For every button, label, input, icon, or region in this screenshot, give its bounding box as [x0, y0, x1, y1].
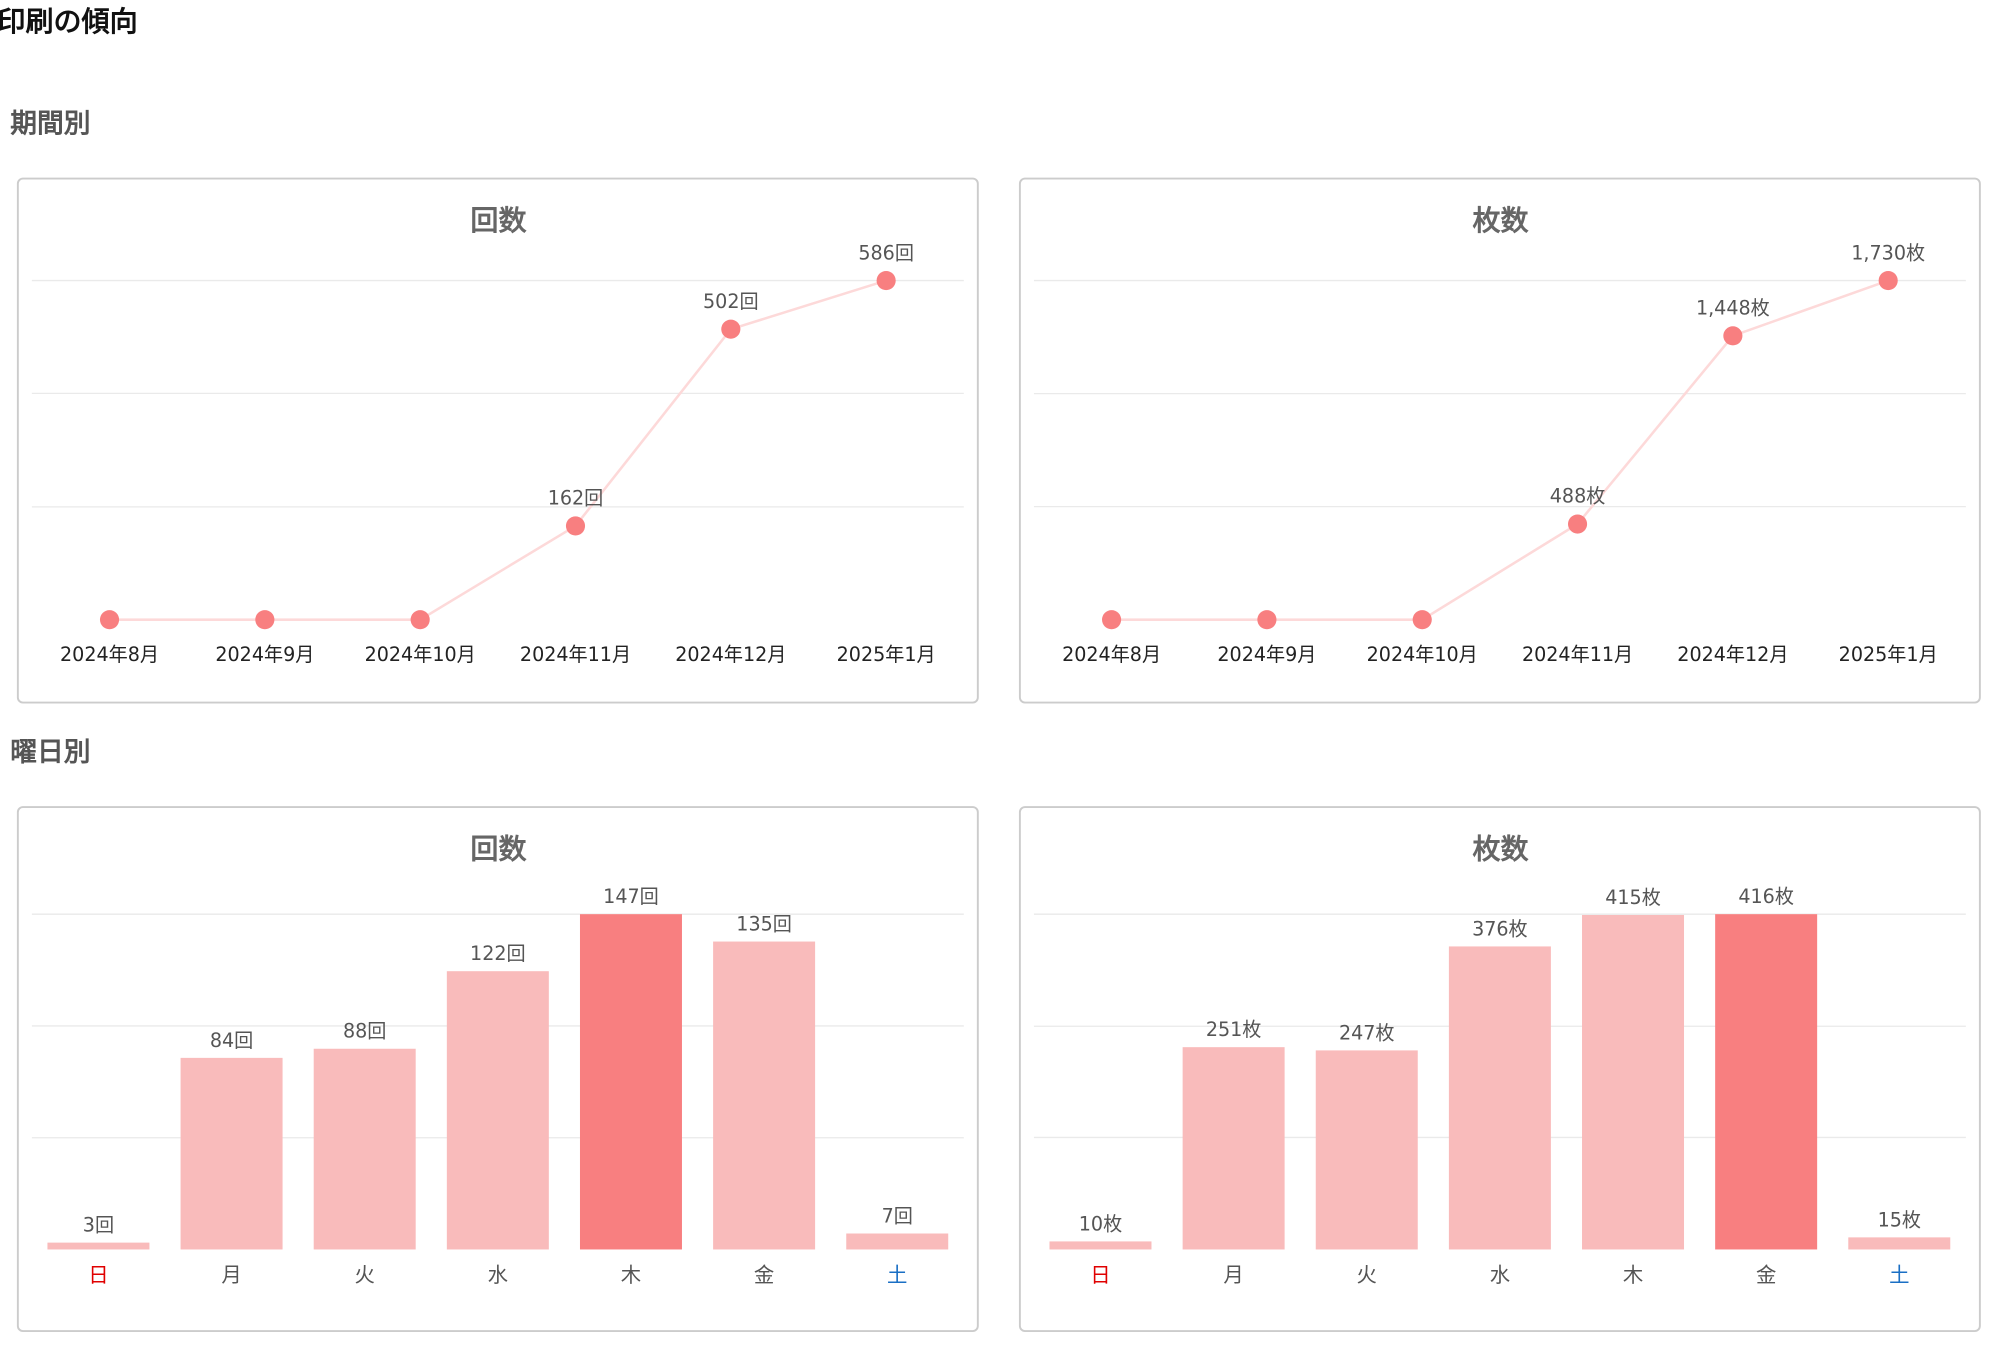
value-label: 251枚 — [1206, 1018, 1262, 1041]
point — [1878, 271, 1898, 291]
section-title: 期間別 — [10, 109, 90, 140]
chart-title: 枚数 — [1472, 204, 1529, 237]
point — [721, 319, 741, 339]
value-label: 586回 — [858, 241, 914, 264]
x-tick-label: 火 — [1357, 1263, 1377, 1287]
point — [1102, 610, 1122, 630]
value-label: 15枚 — [1878, 1208, 1921, 1231]
x-tick-label: 2024年9月 — [215, 643, 314, 666]
x-tick-label: 水 — [488, 1263, 508, 1287]
value-label: 502回 — [703, 290, 759, 313]
bar — [446, 971, 549, 1250]
chart-title: 枚数 — [1472, 832, 1529, 865]
value-label: 84回 — [210, 1029, 253, 1052]
bar — [579, 914, 682, 1250]
point — [1257, 610, 1277, 630]
point — [1567, 514, 1588, 534]
line — [1111, 279, 1889, 621]
x-tick-label: 2024年9月 — [1217, 643, 1316, 666]
point — [255, 610, 275, 630]
point — [99, 610, 120, 630]
x-tick-label: 金 — [1756, 1263, 1776, 1287]
value-label: 416枚 — [1738, 885, 1794, 908]
x-tick-label: 2025年1月 — [837, 643, 936, 666]
x-tick-label: 2024年10月 — [1367, 643, 1478, 666]
point — [565, 516, 586, 536]
chart-panel — [16, 177, 979, 704]
bar — [1848, 1237, 1951, 1250]
chart-title: 回数 — [470, 832, 527, 865]
x-tick-label: 2024年11月 — [1522, 643, 1633, 666]
point — [410, 610, 430, 630]
value-label: 376枚 — [1472, 917, 1528, 940]
x-tick-label: 日 — [1090, 1263, 1110, 1287]
bar — [47, 1242, 150, 1250]
value-label: 88回 — [343, 1020, 386, 1043]
value-label: 135回 — [736, 912, 792, 935]
x-tick-label: 土 — [1889, 1263, 1909, 1287]
bar — [313, 1048, 416, 1250]
x-tick-label: 木 — [621, 1263, 641, 1287]
x-tick-label: 火 — [355, 1263, 375, 1287]
section-title: 曜日別 — [10, 737, 90, 768]
value-label: 3回 — [83, 1214, 114, 1237]
x-tick-label: 2024年12月 — [675, 643, 786, 666]
point — [1723, 326, 1743, 346]
x-tick-label: 日 — [88, 1263, 108, 1287]
value-label: 147回 — [603, 885, 659, 908]
x-tick-label: 月 — [221, 1263, 241, 1287]
bar — [1049, 1241, 1152, 1250]
point — [876, 271, 896, 291]
x-tick-label: 2025年1月 — [1839, 643, 1938, 666]
bar — [713, 941, 816, 1250]
value-label: 162回 — [548, 487, 604, 510]
x-tick-label: 2024年11月 — [520, 643, 631, 666]
x-tick-label: 土 — [887, 1263, 907, 1287]
bar — [180, 1057, 283, 1250]
chart-panel — [1018, 177, 1981, 704]
bar — [1182, 1047, 1285, 1250]
x-tick-label: 2024年12月 — [1677, 643, 1788, 666]
page-title: 印刷の傾向 — [0, 5, 138, 38]
value-label: 122回 — [470, 942, 526, 965]
value-label: 1,448枚 — [1696, 297, 1770, 320]
value-label: 488枚 — [1550, 485, 1606, 508]
bar — [1582, 914, 1685, 1250]
bar — [1715, 914, 1818, 1250]
x-tick-label: 2024年8月 — [60, 643, 159, 666]
x-tick-label: 2024年8月 — [1062, 643, 1161, 666]
chart-title: 回数 — [470, 204, 527, 237]
bar — [1315, 1050, 1418, 1250]
bar — [846, 1233, 949, 1250]
x-tick-label: 木 — [1623, 1263, 1643, 1287]
value-label: 7回 — [882, 1204, 913, 1227]
x-tick-label: 月 — [1223, 1263, 1243, 1287]
value-label: 1,730枚 — [1851, 241, 1925, 264]
line — [109, 279, 887, 621]
value-label: 10枚 — [1079, 1212, 1122, 1235]
x-tick-label: 水 — [1490, 1263, 1510, 1287]
value-label: 247枚 — [1339, 1021, 1395, 1044]
x-tick-label: 2024年10月 — [365, 643, 476, 666]
point — [1412, 610, 1432, 630]
x-tick-label: 金 — [754, 1263, 774, 1287]
value-label: 415枚 — [1605, 886, 1661, 909]
bar — [1448, 946, 1551, 1250]
